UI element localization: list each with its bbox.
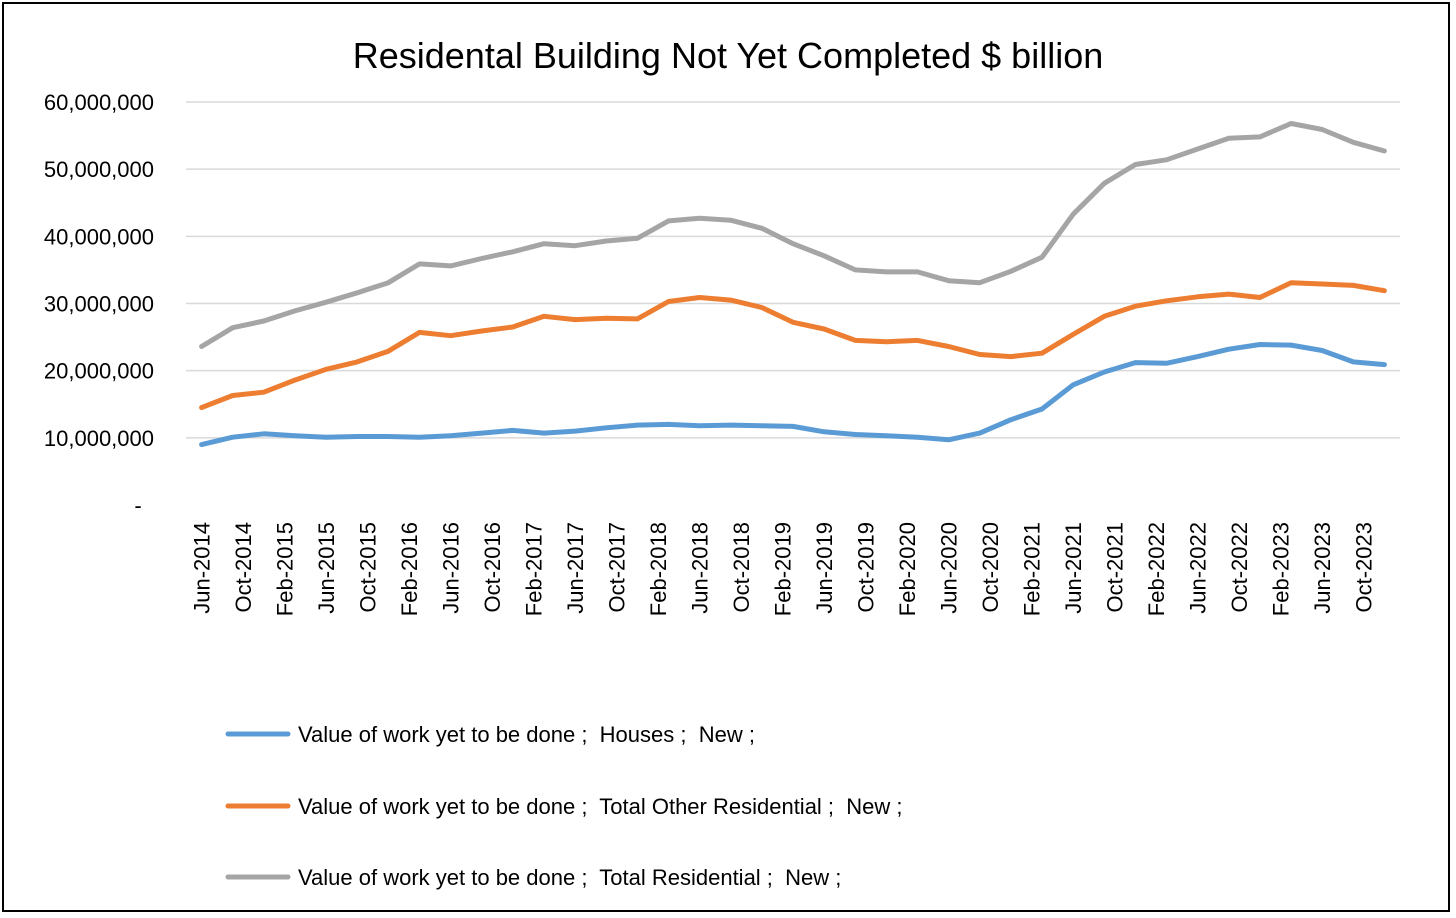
legend: Value of work yet to be done ; Houses ; … xyxy=(225,722,903,890)
gridlines xyxy=(186,101,1400,439)
y-tick-label: 20,000,000 xyxy=(44,359,154,384)
legend-label: Value of work yet to be done ; Houses ; … xyxy=(298,722,755,747)
x-tick-label: Oct-2017 xyxy=(605,522,630,613)
x-tick-label: Feb-2019 xyxy=(771,522,796,616)
x-tick-label: Feb-2022 xyxy=(1144,522,1169,616)
x-tick-label: Feb-2023 xyxy=(1269,522,1294,616)
x-tick-label: Jun-2015 xyxy=(314,522,339,614)
line-chart: Residental Building Not Yet Completed $ … xyxy=(44,35,1400,890)
x-axis-tick-labels: Jun-2014 Oct-2014 Feb-2015 Jun-2015 Oct-2015… xyxy=(190,522,1377,616)
x-tick-label: Jun-2014 xyxy=(190,522,215,614)
x-tick-label: Feb-2021 xyxy=(1020,522,1045,616)
x-tick-label: Feb-2015 xyxy=(273,522,298,616)
x-tick-label: Jun-2017 xyxy=(563,522,588,614)
x-tick-label: Oct-2022 xyxy=(1227,522,1252,613)
chart-title: Residental Building Not Yet Completed $ … xyxy=(353,35,1103,76)
x-tick-label: Oct-2023 xyxy=(1352,522,1377,613)
x-tick-label: Feb-2020 xyxy=(895,522,920,616)
x-tick-label: Jun-2021 xyxy=(1061,522,1086,614)
x-tick-label: Oct-2019 xyxy=(854,522,879,613)
legend-label: Value of work yet to be done ; Total Res… xyxy=(298,865,841,890)
y-tick-label: 30,000,000 xyxy=(44,292,154,317)
x-tick-label: Feb-2017 xyxy=(522,522,547,616)
x-tick-label: Jun-2019 xyxy=(812,522,837,614)
series-line xyxy=(199,342,1387,448)
x-tick-label: Jun-2020 xyxy=(937,522,962,614)
x-tick-label: Jun-2016 xyxy=(439,522,464,614)
x-tick-label: Jun-2018 xyxy=(688,522,713,614)
x-tick-label: Feb-2018 xyxy=(646,522,671,616)
legend-label: Value of work yet to be done ; Total Oth… xyxy=(298,794,903,819)
y-tick-label: 40,000,000 xyxy=(44,224,154,249)
y-tick-label: 50,000,000 xyxy=(44,157,154,182)
y-tick-label: 60,000,000 xyxy=(44,90,154,115)
x-tick-label: Jun-2023 xyxy=(1310,522,1335,614)
x-tick-label: Oct-2014 xyxy=(231,522,256,613)
y-tick-label: - xyxy=(134,493,141,518)
x-tick-label: Oct-2016 xyxy=(480,522,505,613)
x-tick-label: Oct-2021 xyxy=(1103,522,1128,613)
series-line xyxy=(199,280,1387,411)
x-tick-label: Jun-2022 xyxy=(1186,522,1211,614)
y-tick-label: 10,000,000 xyxy=(44,426,154,451)
x-tick-label: Oct-2015 xyxy=(356,522,381,613)
x-tick-label: Oct-2018 xyxy=(729,522,754,613)
x-tick-label: Oct-2020 xyxy=(978,522,1003,613)
x-tick-label: Feb-2016 xyxy=(397,522,422,616)
series-lines xyxy=(199,121,1387,448)
y-axis-tick-labels: - 10,000,000 20,000,000 30,000,000 40,000,00… xyxy=(44,90,154,518)
series-line xyxy=(199,121,1387,349)
